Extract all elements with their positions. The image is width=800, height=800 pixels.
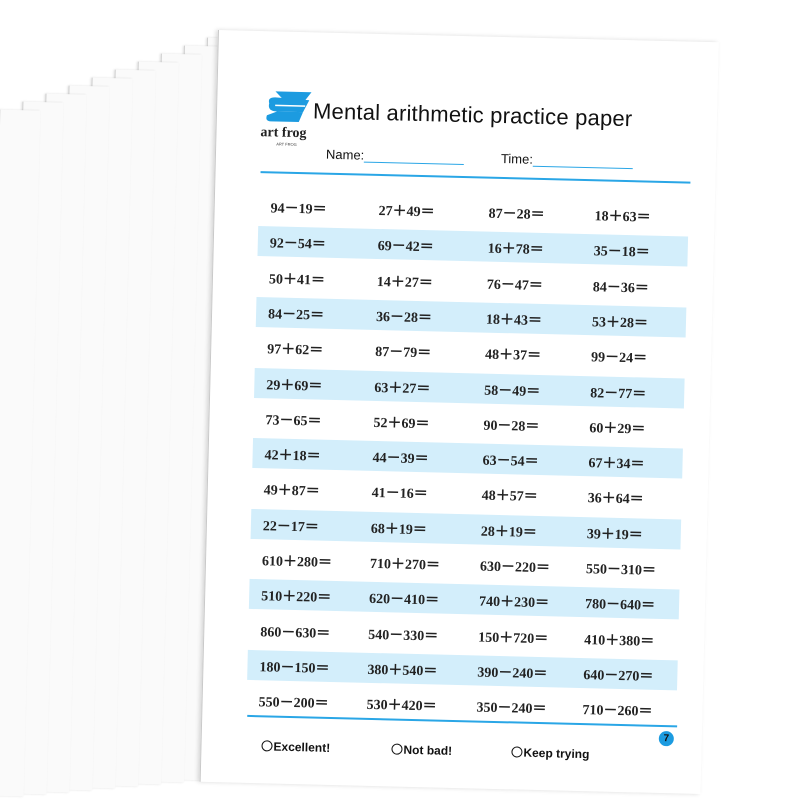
brand-subtitle: ART FROG — [276, 141, 297, 147]
problem-cell: 710＋270＝ — [369, 556, 441, 574]
problem-cell: 780－640＝ — [584, 597, 656, 615]
problem-cell: 610＋280＝ — [261, 554, 333, 571]
problem-cell: 14＋27＝ — [376, 274, 434, 291]
problem-cell: 63＋27＝ — [374, 380, 431, 397]
problem-cell: 87－28＝ — [488, 206, 545, 224]
problem-cell: 390－240＝ — [477, 665, 548, 683]
problem-cell: 27＋49＝ — [378, 203, 435, 221]
problem-cell: 87－79＝ — [374, 345, 432, 362]
problem-cell: 550－310＝ — [585, 562, 657, 579]
problem-cell: 640－270＝ — [583, 668, 654, 685]
problem-row: 92－54＝ 69－42＝ 16＋78＝ 35－18＝ — [257, 226, 689, 267]
problem-row: 180－150＝ 380＋540＝ 390－240＝ 640－270＝ — [247, 649, 678, 691]
header-divider — [260, 171, 691, 184]
time-field[interactable]: Time: — [500, 150, 634, 170]
time-label: Time: — [500, 150, 534, 167]
problem-cell: 84－25＝ — [267, 307, 325, 324]
rating-label: Excellent! — [273, 739, 331, 755]
problem-row: 73－65＝ 52＋69＝ 90－28＝ 60＋29＝ — [253, 403, 684, 443]
page-title: Mental arithmetic practice paper — [312, 98, 633, 132]
worksheet-page: art frog ART FROG Mental arithmetic prac… — [199, 30, 719, 795]
problem-cell: 84－36＝ — [592, 279, 649, 297]
problem-cell: 180－150＝ — [259, 660, 330, 677]
problem-row: 97＋62＝ 87－79＝ 48＋37＝ 99－24＝ — [255, 332, 686, 372]
name-line[interactable] — [364, 149, 465, 166]
problem-cell: 82－77＝ — [590, 385, 647, 403]
problem-cell: 510＋220＝ — [260, 589, 332, 607]
problem-cell: 410＋380＝ — [584, 632, 655, 650]
problem-cell: 94－19＝ — [270, 201, 327, 218]
time-line[interactable] — [532, 153, 634, 170]
problem-cell: 18＋43＝ — [485, 312, 543, 329]
rating-keep-trying[interactable]: Keep trying — [511, 745, 590, 762]
rating-label: Not bad! — [403, 742, 453, 758]
problem-cell: 740＋230＝ — [478, 594, 550, 612]
problem-cell: 49＋87＝ — [263, 483, 320, 501]
problem-cell: 29＋69＝ — [266, 377, 323, 395]
problem-cell: 620－410＝ — [368, 592, 440, 609]
problem-cell: 530＋420＝ — [366, 698, 437, 715]
problem-cell: 630－220＝ — [479, 559, 551, 577]
radio-circle-icon[interactable] — [391, 743, 403, 755]
problem-row: 860－630＝ 540－330＝ 150＋720＝ 410＋380＝ — [248, 615, 679, 655]
problem-cell: 28＋19＝ — [480, 524, 537, 541]
problem-cell: 60＋29＝ — [589, 420, 646, 438]
book-logo-icon — [266, 91, 312, 123]
problem-cell: 36＋64＝ — [587, 491, 644, 508]
problem-cell: 150＋720＝ — [478, 630, 549, 647]
problem-cell: 92－54＝ — [269, 236, 326, 253]
rating-not-bad[interactable]: Not bad! — [391, 742, 453, 758]
problem-cell: 53＋28＝ — [591, 315, 649, 332]
name-field[interactable]: Name: — [325, 146, 465, 166]
problem-cell: 35－18＝ — [593, 244, 650, 261]
problem-cell: 22－17＝ — [262, 518, 320, 536]
problem-cell: 69－42＝ — [377, 239, 434, 256]
problem-row: 49＋87＝ 41－16＝ 48＋57＝ 36＋64＝ — [251, 473, 682, 513]
problem-cell: 350－240＝ — [476, 700, 547, 718]
rating-excellent[interactable]: Excellent! — [261, 739, 330, 755]
problem-cell: 52＋69＝ — [373, 415, 430, 433]
problem-row: 510＋220＝ 620－410＝ 740＋230＝ 780－640＝ — [248, 579, 680, 620]
problem-cell: 16＋78＝ — [487, 241, 544, 259]
problem-row: 84－25＝ 36－28＝ 18＋43＝ 53＋28＝ — [255, 296, 687, 338]
problem-cell: 99－24＝ — [590, 350, 648, 367]
problem-cell: 18＋63＝ — [594, 209, 651, 226]
problem-cell: 58－49＝ — [484, 383, 541, 400]
problem-cell: 380＋540＝ — [367, 662, 438, 680]
problem-cell: 550－200＝ — [258, 695, 329, 713]
problem-cell: 50＋41＝ — [268, 271, 326, 289]
problem-row: 22－17＝ 68＋19＝ 28＋19＝ 39＋19＝ — [250, 508, 682, 550]
problem-row: 29＋69＝ 63＋27＝ 58－49＝ 82－77＝ — [254, 367, 685, 408]
problem-cell: 68＋19＝ — [370, 521, 428, 538]
problem-cell: 76－47＝ — [486, 277, 544, 294]
radio-circle-icon[interactable] — [261, 740, 273, 752]
problem-cell: 44－39＝ — [372, 451, 429, 468]
problem-row: 42＋18＝ 44－39＝ 63－54＝ 67＋34＝ — [252, 438, 683, 479]
problem-row: 50＋41＝ 14＋27＝ 76－47＝ 84－36＝ — [257, 262, 688, 302]
rating-label: Keep trying — [523, 745, 590, 762]
radio-circle-icon[interactable] — [511, 746, 523, 758]
problem-cell: 67＋34＝ — [588, 456, 645, 473]
brand-name: art frog — [260, 125, 307, 142]
problem-cell: 48＋37＝ — [484, 347, 542, 365]
problem-cell: 710－260＝ — [582, 703, 653, 721]
problem-cell: 41－16＝ — [371, 486, 428, 503]
problem-row: 94－19＝ 27＋49＝ 87－28＝ 18＋63＝ — [258, 191, 689, 231]
problem-row: 610＋280＝ 710＋270＝ 630－220＝ 550－310＝ — [250, 544, 681, 584]
name-label: Name: — [325, 146, 365, 163]
problem-cell: 90－28＝ — [483, 418, 540, 435]
problem-cell: 42＋18＝ — [264, 448, 321, 465]
problem-cell: 860－630＝ — [260, 624, 331, 642]
problem-cell: 73－65＝ — [265, 413, 322, 430]
problem-cell: 63－54＝ — [482, 453, 539, 471]
problem-cell: 48＋57＝ — [481, 488, 538, 506]
problem-cell: 39＋19＝ — [586, 526, 643, 544]
problem-cell: 540－330＝ — [368, 627, 439, 645]
page-number: 7 — [658, 730, 675, 747]
problem-cell: 97＋62＝ — [267, 342, 324, 359]
problem-cell: 36－28＝ — [375, 309, 433, 327]
